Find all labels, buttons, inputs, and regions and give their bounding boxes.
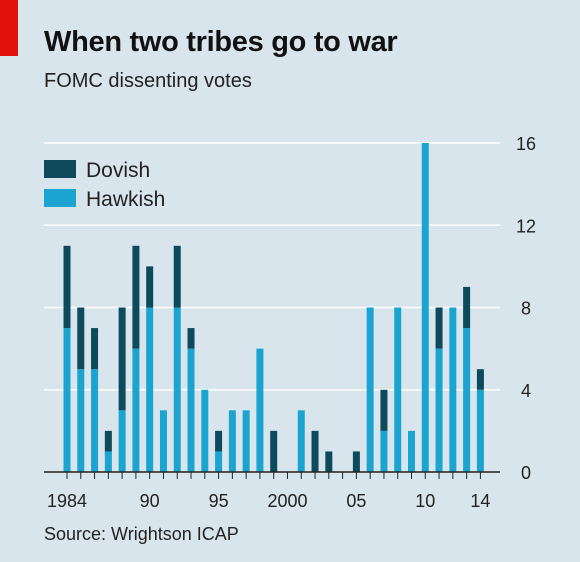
chart-subtitle: FOMC dissenting votes — [44, 70, 252, 92]
bar-hawkish — [187, 348, 195, 472]
bar-dovish — [352, 451, 360, 472]
y-tick-label: 12 — [516, 216, 536, 236]
bar-dovish — [173, 245, 181, 308]
legend-swatch-hawkish — [44, 189, 76, 207]
bar-hawkish — [408, 430, 415, 472]
bar-hawkish — [228, 410, 236, 472]
x-tick-label: 14 — [470, 491, 490, 511]
y-tick-label: 16 — [516, 134, 536, 154]
x-tick-label: 10 — [415, 491, 435, 511]
y-tick-label: 8 — [521, 299, 531, 319]
bar-hawkish — [173, 307, 181, 472]
bar-dovish — [63, 245, 71, 329]
bar-hawkish — [132, 348, 140, 472]
legend-label-hawkish: Hawkish — [86, 188, 165, 211]
x-tick-label: 1984 — [47, 491, 87, 511]
bar-dovish — [132, 245, 140, 349]
bar-hawkish — [463, 328, 471, 472]
bar-hawkish — [146, 307, 154, 472]
bar-dovish — [91, 328, 99, 370]
source-note: Source: Wrightson ICAP — [44, 524, 239, 544]
bar-dovish — [187, 328, 195, 349]
bar-hawkish — [256, 348, 264, 472]
bar-dovish — [104, 430, 112, 452]
bars — [63, 143, 484, 472]
legend-swatch-dovish — [44, 160, 76, 178]
axes: 0 4 8 12 16 1984 90 95 2000 05 10 14 — [44, 134, 536, 511]
legend-label-dovish: Dovish — [86, 159, 150, 182]
x-tick-label: 05 — [346, 491, 366, 511]
bar-dovish — [118, 307, 126, 411]
bar-hawkish — [201, 389, 209, 472]
bar-dovish — [463, 286, 471, 329]
brand-red-tag — [0, 0, 18, 56]
bar-hawkish — [435, 348, 443, 472]
bar-hawkish — [215, 451, 223, 472]
chart-title: When two tribes go to war — [44, 26, 398, 58]
x-tick-label: 2000 — [267, 491, 307, 511]
bar-hawkish — [91, 369, 99, 472]
bar-hawkish — [366, 307, 374, 472]
bar-hawkish — [77, 369, 85, 472]
bar-hawkish — [104, 451, 112, 472]
bar-hawkish — [63, 328, 71, 472]
y-tick-label: 0 — [521, 463, 531, 483]
bar-dovish — [270, 430, 278, 472]
bar-dovish — [146, 266, 154, 308]
bar-dovish — [380, 389, 388, 431]
bar-hawkish — [242, 410, 250, 472]
bar-dovish — [476, 369, 484, 390]
bar-dovish — [77, 307, 85, 370]
y-tick-label: 4 — [521, 381, 531, 401]
bar-dovish — [325, 451, 333, 472]
bar-dovish — [311, 430, 319, 472]
bar-hawkish — [449, 307, 457, 472]
bar-dovish — [435, 307, 443, 349]
bar-hawkish — [421, 143, 429, 472]
bar-hawkish — [118, 410, 126, 472]
bar-hawkish — [380, 430, 388, 472]
bar-dovish — [215, 430, 223, 452]
x-tick-label: 90 — [140, 491, 160, 511]
bar-hawkish — [394, 307, 402, 472]
bar-hawkish — [159, 410, 167, 472]
legend: Dovish Hawkish — [44, 159, 165, 211]
bar-hawkish — [297, 410, 305, 472]
x-tick-label: 95 — [209, 491, 229, 511]
bar-hawkish — [476, 389, 484, 472]
